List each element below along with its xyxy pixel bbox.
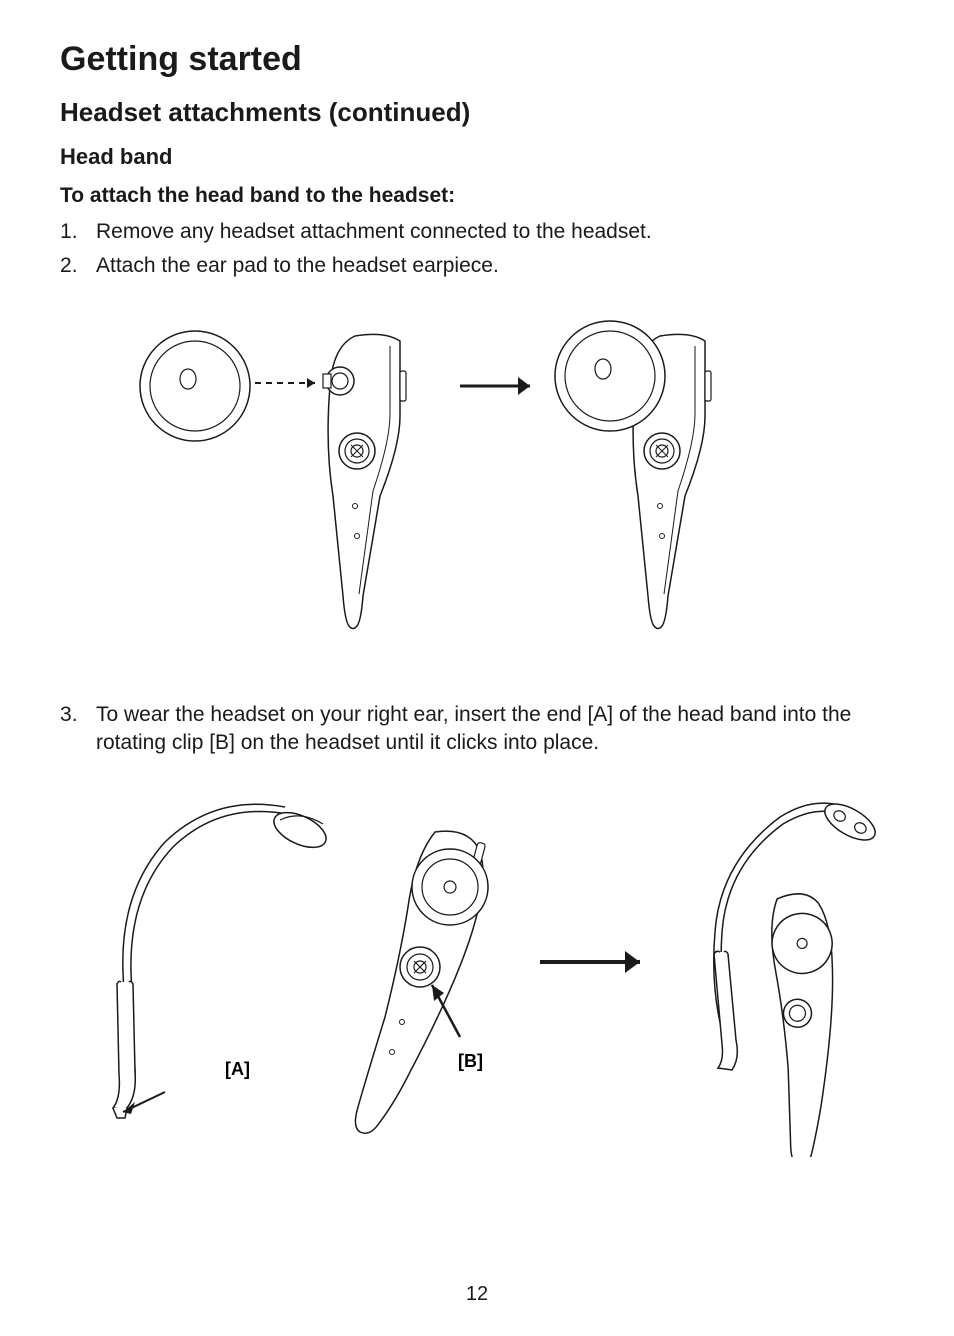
figure-2: [A] [B] xyxy=(60,777,894,1157)
label-a: [A] xyxy=(225,1059,250,1079)
label-b: [B] xyxy=(458,1051,483,1071)
step-3: To wear the headset on your right ear, i… xyxy=(60,701,894,758)
step-2: Attach the ear pad to the headset earpie… xyxy=(60,252,894,280)
page-subtitle: Headset attachments (continued) xyxy=(60,97,894,128)
step-1: Remove any headset attachment connected … xyxy=(60,218,894,246)
figure-1 xyxy=(60,301,894,661)
steps-list-continued: To wear the headset on your right ear, i… xyxy=(60,701,894,758)
instruction-heading: To attach the head band to the headset: xyxy=(60,184,894,208)
page-number: 12 xyxy=(0,1283,954,1306)
earpad-attachment-diagram xyxy=(60,301,894,661)
page-title: Getting started xyxy=(60,40,894,79)
steps-list: Remove any headset attachment connected … xyxy=(60,218,894,281)
section-heading: Head band xyxy=(60,144,894,170)
headband-insertion-diagram: [A] [B] xyxy=(60,777,894,1157)
